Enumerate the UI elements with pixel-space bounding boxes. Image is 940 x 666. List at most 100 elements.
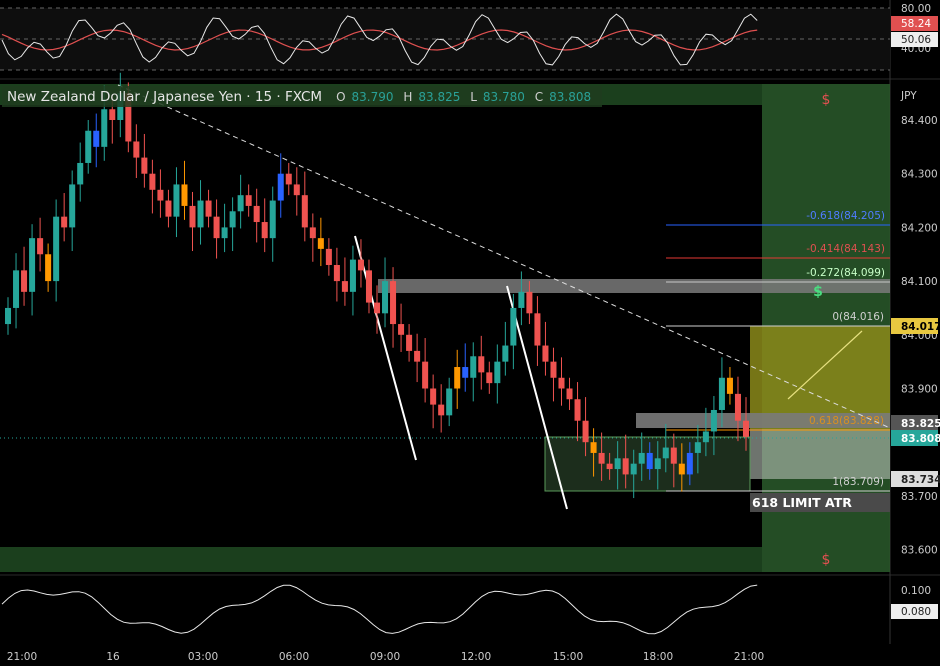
candle-body xyxy=(5,307,12,325)
candle-body xyxy=(566,388,573,400)
oscillator-line xyxy=(1,584,758,635)
candle-body xyxy=(173,184,180,217)
candle-body xyxy=(333,264,340,282)
candle-body xyxy=(93,130,100,147)
candle-body xyxy=(534,313,541,346)
candle-body xyxy=(149,173,156,190)
candle-body xyxy=(269,200,276,239)
candle-body xyxy=(365,270,372,303)
candle-body xyxy=(710,409,717,432)
candle-body xyxy=(606,463,613,470)
candle-body xyxy=(678,463,685,475)
candle-body xyxy=(165,200,172,217)
candle-body xyxy=(197,200,204,228)
candle-body xyxy=(630,463,637,475)
price-tick: 84.400 xyxy=(901,115,938,127)
oscillator-pane xyxy=(0,578,890,644)
limit-label: 618 LIMIT ATR xyxy=(752,495,852,510)
price-tick: 84.300 xyxy=(901,169,938,181)
price-badge-fib-bg xyxy=(891,318,938,334)
candle-body xyxy=(293,184,300,196)
candle-body xyxy=(414,350,421,362)
candle-body xyxy=(702,431,709,443)
rsi-band xyxy=(0,8,890,70)
candle-body xyxy=(237,195,244,212)
candle-body xyxy=(109,109,116,120)
candle-body xyxy=(213,216,220,239)
impulse-line-1 xyxy=(354,235,417,461)
rsi-badge-bg xyxy=(891,32,938,47)
candle-body xyxy=(406,334,413,351)
candle-body xyxy=(718,377,725,410)
descending-trendline xyxy=(117,84,891,429)
symbol-info-bar[interactable]: New Zealand Dollar / Japanese Yen · 15 ·… xyxy=(2,86,603,107)
candle-body xyxy=(734,393,741,421)
candle-body xyxy=(550,361,557,378)
time-tick: 06:00 xyxy=(279,651,309,663)
time-tick: 18:00 xyxy=(643,651,673,663)
candle-body xyxy=(662,447,669,459)
candle-body xyxy=(438,404,445,416)
candle-body xyxy=(510,307,517,346)
candle-body xyxy=(205,200,212,217)
candle-body xyxy=(486,372,493,384)
candle-body xyxy=(285,173,292,185)
candle-body xyxy=(69,184,76,228)
ohlc-readout: O 83.790 H 83.825 L 83.780 C 83.808 xyxy=(336,89,592,104)
rsi-badge-red: 58.24 xyxy=(901,18,931,30)
candle-body xyxy=(245,195,252,206)
price-badge-fib: 84.017 xyxy=(901,321,940,333)
ohlc-low: 83.780 xyxy=(482,89,525,104)
candle-body xyxy=(341,281,348,292)
currency-label: JPY xyxy=(900,90,917,102)
candle-body xyxy=(686,452,693,475)
green-zone-bottom xyxy=(0,547,762,572)
candle-body xyxy=(430,388,437,405)
time-tick: 16 xyxy=(106,651,120,663)
candle-body xyxy=(582,420,589,443)
limit-label-bg xyxy=(750,493,890,512)
candle-body xyxy=(253,205,260,223)
price-tick: 83.700 xyxy=(901,491,938,503)
candle-body xyxy=(373,302,381,314)
candle-body xyxy=(221,227,228,239)
candle-body xyxy=(125,93,132,142)
fib-label-one: 1(83.709) xyxy=(832,476,884,488)
candle-body xyxy=(133,141,140,158)
price-badge-last-bg xyxy=(891,430,938,446)
candle-body xyxy=(742,420,749,437)
dollar-mark: $ xyxy=(822,552,831,568)
candle-body xyxy=(446,388,453,416)
candle-body xyxy=(325,248,332,265)
rsi-badge-white: 50.06 xyxy=(901,34,931,46)
candle-body xyxy=(470,356,477,378)
candle-body xyxy=(654,458,661,470)
yellow-target-zone xyxy=(750,326,890,429)
support-band xyxy=(636,413,890,428)
candle-body xyxy=(390,281,397,325)
candle-body xyxy=(45,254,52,282)
price-badge-734: 83.734 xyxy=(901,474,940,486)
candle-body xyxy=(614,458,621,470)
fib-label-618: 0.618(83.828) xyxy=(809,415,884,427)
fib-label-neg618: -0.618(84.205) xyxy=(806,210,885,222)
candle-body xyxy=(590,442,597,453)
candle-body xyxy=(317,238,324,249)
candle-body xyxy=(478,356,485,373)
candle-body xyxy=(670,447,677,464)
candle-body xyxy=(526,291,533,314)
candle-body xyxy=(229,211,236,228)
candle-body xyxy=(85,130,92,163)
candle-body xyxy=(261,222,268,239)
osc-badge-bg xyxy=(891,604,938,619)
rsi-badge-bg xyxy=(891,16,938,31)
candle-body xyxy=(462,367,469,378)
price-tick: 84.200 xyxy=(901,222,938,234)
main-pane xyxy=(0,82,890,572)
candle-body xyxy=(309,227,316,239)
time-tick: 09:00 xyxy=(370,651,400,663)
candle-body xyxy=(638,452,645,464)
symbol-title: New Zealand Dollar / Japanese Yen · 15 ·… xyxy=(7,88,323,105)
candle-body xyxy=(29,238,36,292)
